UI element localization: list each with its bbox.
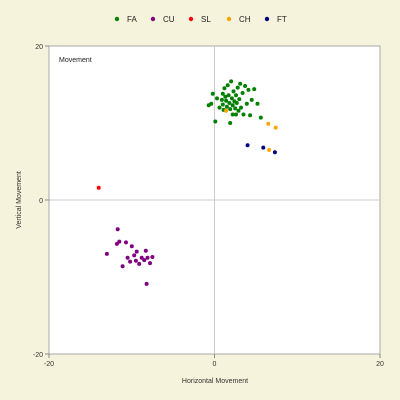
point-fa-3	[213, 119, 218, 124]
point-cu-8	[132, 253, 137, 258]
point-fa-42	[228, 121, 233, 125]
point-fa-2	[210, 91, 215, 96]
y-tick-label-top: 20	[35, 44, 43, 51]
legend-label-ft: FT	[277, 15, 287, 24]
legend-label-sl: SL	[201, 15, 211, 24]
legend: FA CU SL CH FT	[114, 15, 287, 24]
point-fa-32	[241, 112, 246, 117]
legend-label-ch: CH	[239, 15, 251, 24]
point-ch-1	[266, 121, 271, 126]
legend-item-ft: FT	[264, 15, 287, 24]
point-ft-2	[272, 150, 277, 155]
point-cu-3	[104, 251, 109, 256]
point-fa-41	[220, 91, 225, 96]
point-cu-18	[120, 264, 125, 269]
point-cu-13	[142, 258, 147, 263]
point-cu-15	[145, 255, 150, 260]
point-cu-6	[128, 259, 133, 264]
point-cu-19	[144, 281, 149, 286]
point-fa-39	[255, 101, 260, 106]
legend-marker-ch	[226, 16, 232, 22]
point-cu-11	[137, 261, 142, 266]
legend-marker-ft	[264, 16, 270, 22]
legend-label-fa: FA	[127, 15, 137, 24]
point-fa-24	[234, 93, 238, 98]
point-sl-0	[96, 185, 101, 190]
point-fa-6	[219, 97, 224, 102]
point-cu-4	[124, 240, 128, 245]
point-fa-18	[229, 96, 234, 101]
point-ch-3	[267, 148, 272, 152]
point-cu-7	[129, 244, 134, 249]
point-fa-43	[234, 112, 238, 117]
point-fa-14	[226, 93, 231, 98]
point-fa-36	[248, 113, 253, 118]
point-fa-20	[230, 112, 235, 117]
point-fa-5	[217, 105, 222, 110]
legend-marker-fa	[114, 16, 120, 22]
point-cu-10	[134, 249, 139, 254]
y-tick-label-mid: 0	[39, 198, 43, 205]
legend-item-cu: CU	[150, 15, 175, 24]
point-fa-33	[243, 84, 248, 88]
point-fa-11	[224, 98, 229, 103]
point-fa-23	[233, 106, 238, 111]
point-ft-0	[245, 143, 250, 148]
point-fa-37	[249, 97, 254, 102]
point-cu-16	[148, 261, 152, 266]
point-fa-15	[227, 101, 232, 105]
point-fa-26	[235, 85, 240, 90]
x-axis-title: Horizontal Movement	[182, 378, 248, 385]
point-cu-5	[125, 255, 130, 260]
x-tick-label-mid: 0	[213, 361, 217, 368]
y-axis-ticks: 20 0 -20	[33, 44, 49, 359]
y-axis-title: Vertical Movement	[16, 171, 23, 229]
point-cu-0	[115, 227, 120, 232]
point-fa-13	[225, 83, 230, 88]
legend-label-cu: CU	[163, 15, 175, 24]
point-fa-30	[239, 105, 243, 110]
point-fa-19	[230, 103, 235, 108]
legend-item-sl: SL	[188, 15, 211, 24]
point-fa-10	[223, 94, 228, 99]
point-cu-9	[133, 258, 138, 263]
point-fa-31	[240, 91, 245, 95]
legend-marker-sl	[188, 16, 194, 22]
point-fa-21	[231, 89, 236, 94]
point-ft-1	[261, 145, 266, 150]
data-points	[96, 79, 278, 286]
point-cu-14	[143, 248, 148, 253]
x-axis-ticks: -20 0 20	[44, 354, 384, 368]
point-fa-25	[234, 101, 239, 105]
x-tick-label-left: -20	[44, 361, 54, 368]
legend-item-fa: FA	[114, 15, 137, 24]
point-fa-7	[220, 102, 225, 107]
x-tick-label-right: 20	[376, 361, 384, 368]
point-fa-16	[228, 107, 233, 112]
point-fa-28	[237, 97, 242, 102]
point-cu-2	[117, 239, 122, 244]
point-cu-17	[150, 255, 155, 259]
point-fa-9	[222, 86, 227, 91]
panel-label: Movement	[59, 57, 92, 64]
point-ch-2	[273, 125, 278, 130]
point-fa-38	[252, 87, 257, 92]
legend-item-ch: CH	[226, 15, 251, 24]
point-fa-29	[238, 81, 243, 86]
point-fa-1	[209, 101, 214, 106]
point-fa-4	[215, 96, 219, 101]
y-tick-label-bottom: -20	[33, 352, 43, 359]
point-fa-40	[258, 115, 263, 120]
legend-marker-cu	[150, 16, 156, 22]
point-fa-34	[244, 101, 249, 106]
point-fa-17	[229, 79, 234, 84]
point-fa-35	[246, 87, 251, 92]
point-fa-27	[236, 108, 241, 113]
point-ch-0	[224, 108, 229, 113]
point-fa-12	[224, 104, 229, 109]
